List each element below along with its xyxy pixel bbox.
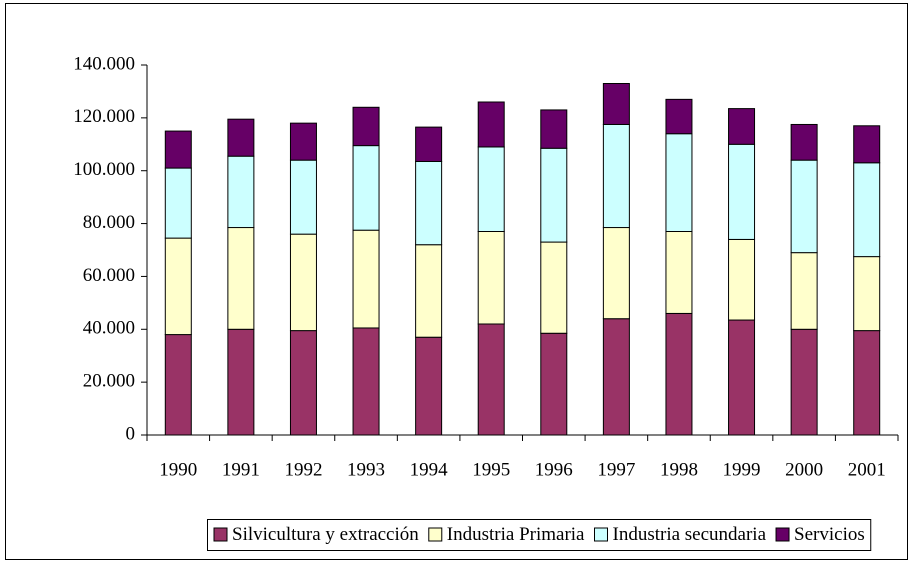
bar-segment bbox=[602, 123, 630, 229]
bar-segment bbox=[853, 125, 881, 164]
bar-segment bbox=[853, 162, 881, 258]
bar-segment bbox=[352, 106, 380, 147]
bar-segment bbox=[728, 238, 756, 321]
legend-label: Industria Primaria bbox=[447, 524, 585, 545]
bar-segment bbox=[164, 237, 192, 336]
bar-segment bbox=[289, 233, 317, 332]
legend-label: Industria secundaria bbox=[613, 524, 767, 545]
legend-label: Servicios bbox=[794, 524, 865, 545]
y-tick-label: 40.000 bbox=[83, 318, 135, 339]
bar-segment bbox=[477, 323, 505, 436]
bar-segment bbox=[289, 330, 317, 436]
x-tick-label: 1992 bbox=[284, 459, 322, 480]
bar-segment bbox=[477, 146, 505, 232]
x-tick-label: 1998 bbox=[660, 459, 698, 480]
bar-segment bbox=[665, 133, 693, 232]
bar-segment bbox=[164, 334, 192, 436]
legend-swatch bbox=[428, 527, 443, 542]
bar-segment bbox=[164, 130, 192, 169]
legend-swatch bbox=[775, 527, 790, 542]
bar-segment bbox=[352, 327, 380, 436]
bar-segment bbox=[352, 229, 380, 329]
bar-segment bbox=[477, 101, 505, 148]
bar-segment bbox=[790, 328, 818, 436]
bar-segment bbox=[540, 147, 568, 243]
bar-segment bbox=[227, 118, 255, 157]
bar-segment bbox=[728, 143, 756, 240]
x-tick-label: 1990 bbox=[159, 459, 197, 480]
legend-label: Silvicultura y extracción bbox=[232, 524, 419, 545]
bar-segment bbox=[227, 328, 255, 436]
bar-segment bbox=[728, 319, 756, 436]
bar-segment bbox=[853, 330, 881, 436]
bar-segment bbox=[602, 318, 630, 436]
x-tick-label: 1999 bbox=[723, 459, 761, 480]
x-tick-label: 1995 bbox=[472, 459, 510, 480]
bar-segment bbox=[728, 108, 756, 145]
chart-border bbox=[5, 3, 908, 560]
x-tick-label: 2000 bbox=[785, 459, 823, 480]
bar-segment bbox=[790, 252, 818, 330]
x-tick-label: 1994 bbox=[410, 459, 449, 480]
bar-segment bbox=[790, 159, 818, 254]
y-tick-label: 80.000 bbox=[83, 212, 135, 233]
bar-segment bbox=[665, 312, 693, 436]
y-tick-label: 140.000 bbox=[73, 53, 135, 74]
legend: Silvicultura y extracción Industria Prima… bbox=[207, 519, 872, 551]
bar-segment bbox=[540, 241, 568, 334]
x-tick-label: 1997 bbox=[597, 459, 635, 480]
bar-segment bbox=[415, 160, 443, 246]
bar-segment bbox=[164, 167, 192, 239]
bar-segment bbox=[540, 109, 568, 149]
x-tick-label: 1996 bbox=[535, 459, 573, 480]
legend-swatch bbox=[594, 527, 608, 542]
bar-segment bbox=[602, 83, 630, 125]
bar-segment bbox=[415, 336, 443, 436]
x-tick-label: 2001 bbox=[848, 459, 886, 480]
bar-segment bbox=[540, 332, 568, 436]
bar-segment bbox=[853, 256, 881, 332]
y-tick-label: 0 bbox=[126, 423, 136, 444]
y-tick-label: 20.000 bbox=[83, 371, 135, 392]
y-tick-label: 120.000 bbox=[73, 106, 135, 127]
bar-segment bbox=[602, 227, 630, 320]
x-tick-label: 1993 bbox=[347, 459, 385, 480]
legend-box bbox=[207, 519, 872, 551]
y-tick-label: 100.000 bbox=[73, 159, 135, 180]
bar-segment bbox=[665, 231, 693, 314]
bar-segment bbox=[227, 227, 255, 330]
bar-segment bbox=[415, 126, 443, 162]
bar-segment bbox=[352, 145, 380, 231]
x-tick-label: 1991 bbox=[222, 459, 260, 480]
y-tick-label: 60.000 bbox=[83, 265, 135, 286]
bar-segment bbox=[790, 123, 818, 161]
bar-segment bbox=[415, 244, 443, 338]
bar-segment bbox=[227, 155, 255, 229]
bar-segment bbox=[665, 98, 693, 135]
legend-swatch bbox=[213, 527, 228, 542]
bar-segment bbox=[289, 159, 317, 235]
bar-segment bbox=[477, 231, 505, 325]
bar-segment bbox=[289, 122, 317, 161]
